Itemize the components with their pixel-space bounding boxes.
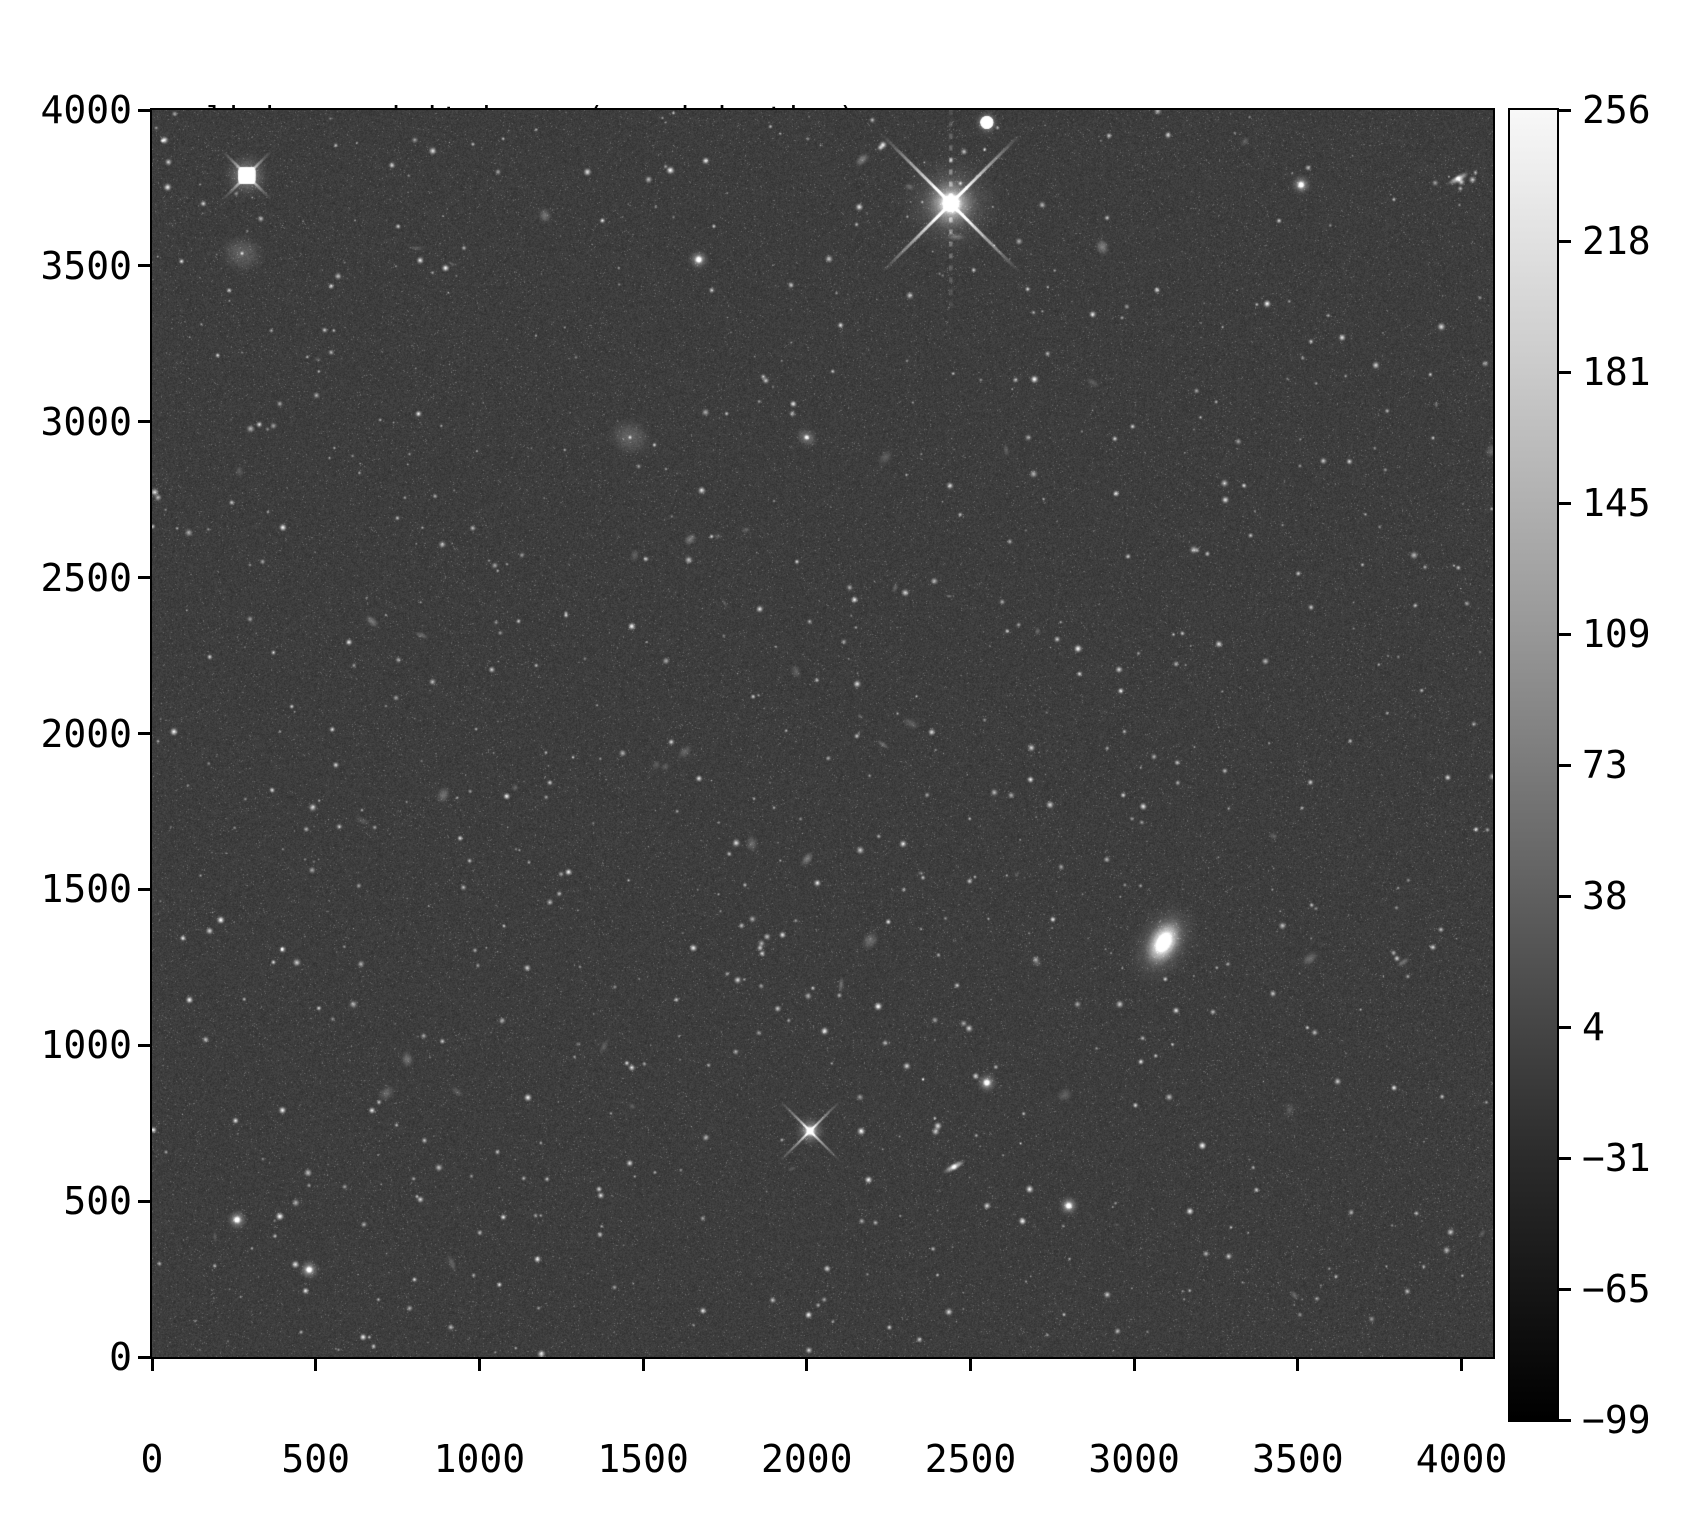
x-tick-label: 500 [281, 1437, 351, 1481]
colorbar-tick-mark [1559, 239, 1571, 243]
x-tick-label: 1000 [433, 1437, 526, 1481]
x-tick-mark [477, 1359, 481, 1371]
colorbar-tick-label: 109 [1582, 612, 1651, 656]
colorbar-tick-label: 38 [1582, 874, 1628, 918]
y-tick-mark [138, 420, 150, 424]
colorbar-tick-label: 145 [1582, 481, 1651, 525]
x-tick-mark [314, 1359, 318, 1371]
y-tick-mark [138, 1199, 150, 1203]
colorbar-tick-mark [1559, 1287, 1571, 1291]
colorbar-tick-label: 256 [1582, 88, 1651, 132]
colorbar-tick-label: −65 [1582, 1267, 1651, 1311]
x-tick-label: 4000 [1415, 1437, 1508, 1481]
colorbar-tick-label: 181 [1582, 350, 1651, 394]
y-tick-mark [138, 108, 150, 112]
colorbar-tick-label: 73 [1582, 743, 1628, 787]
colorbar-tick-mark [1559, 1418, 1571, 1422]
x-tick-label: 1500 [597, 1437, 689, 1481]
y-tick-label: 1500 [40, 867, 132, 912]
x-tick-label: 0 [140, 1437, 164, 1481]
colorbar-tick-label: −99 [1582, 1398, 1651, 1442]
x-tick-mark [1132, 1359, 1136, 1371]
y-tick-label: 0 [109, 1335, 132, 1379]
x-tick-mark [150, 1359, 154, 1371]
y-tick-label: 2000 [40, 711, 132, 756]
y-tick-mark [138, 264, 150, 268]
y-tick-mark [138, 732, 150, 735]
y-tick-mark [138, 576, 150, 580]
y-tick-mark [138, 887, 150, 891]
x-tick-label: 2500 [924, 1437, 1017, 1481]
x-tick-mark [1296, 1359, 1300, 1371]
x-tick-mark [968, 1359, 972, 1371]
colorbar-tick-mark [1559, 108, 1571, 112]
x-tick-label: 3500 [1252, 1437, 1344, 1481]
image-axes-frame [150, 108, 1495, 1359]
colorbar-tick-mark [1559, 1025, 1571, 1029]
colorbar-tick-label: 4 [1582, 1005, 1605, 1049]
x-tick-mark [1460, 1359, 1464, 1371]
x-tick-label: 3000 [1088, 1437, 1180, 1481]
y-tick-label: 3500 [40, 243, 132, 288]
y-tick-label: 3000 [40, 399, 132, 444]
sky-image-canvas [152, 110, 1493, 1357]
y-tick-label: 4000 [40, 88, 132, 132]
y-tick-mark [138, 1355, 150, 1359]
colorbar-tick-label: −31 [1582, 1136, 1651, 1180]
x-tick-mark [805, 1359, 809, 1371]
colorbar-tick-mark [1559, 632, 1571, 636]
colorbar-tick-mark [1559, 1156, 1571, 1160]
colorbar-tick-label: 218 [1582, 219, 1651, 263]
y-tick-label: 1000 [40, 1023, 132, 1068]
colorbar-tick-mark [1559, 501, 1571, 505]
colorbar-tick-mark [1559, 894, 1571, 898]
y-tick-mark [138, 1043, 150, 1047]
colorbar [1508, 108, 1559, 1422]
y-tick-label: 500 [63, 1179, 132, 1224]
x-tick-mark [641, 1359, 645, 1371]
colorbar-tick-mark [1559, 370, 1571, 374]
x-tick-label: 2000 [761, 1437, 853, 1481]
y-tick-label: 2500 [40, 555, 132, 600]
colorbar-tick-mark [1559, 763, 1571, 767]
